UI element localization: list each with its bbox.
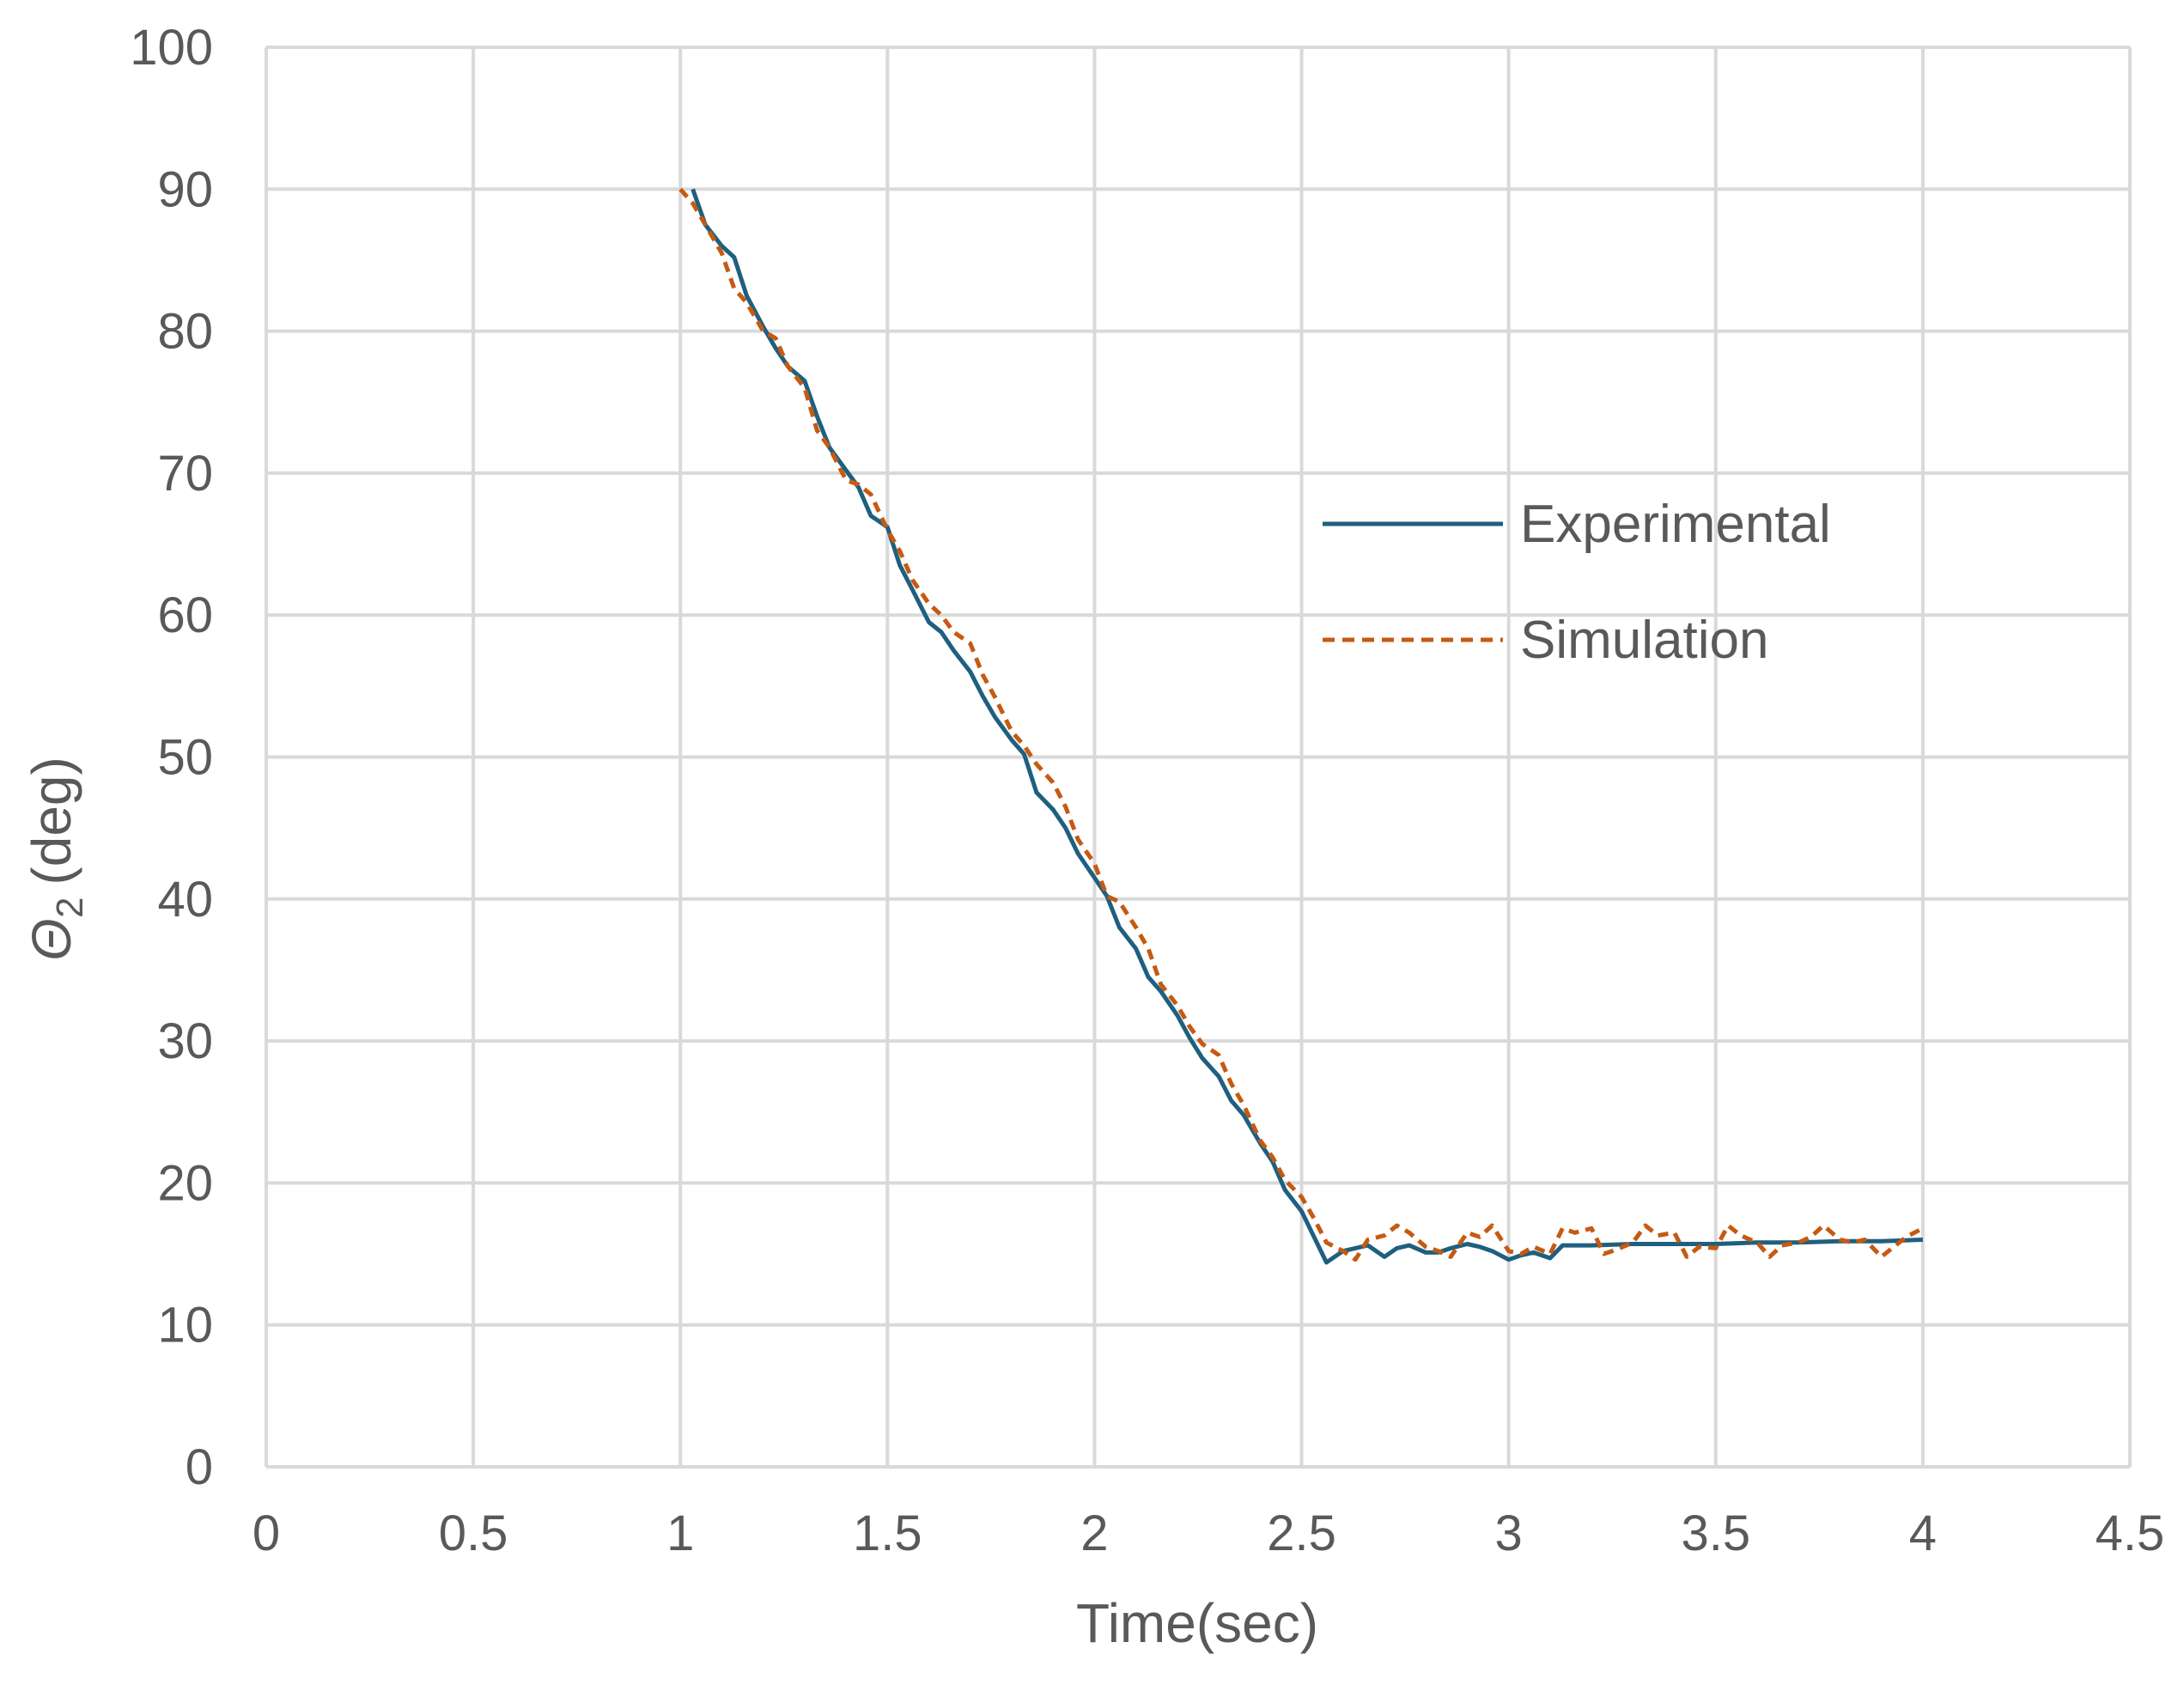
y-tick-label: 0 xyxy=(186,1439,213,1495)
x-tick-label: 3 xyxy=(1495,1505,1523,1561)
y-axis-unit: (deg) xyxy=(21,757,82,885)
legend-item-simulation: Simulation xyxy=(1323,611,1768,670)
legend-label-simulation: Simulation xyxy=(1520,611,1768,670)
x-tick-label: 4.5 xyxy=(2096,1505,2165,1561)
y-tick-label: 60 xyxy=(157,587,213,643)
x-tick-label: 1.5 xyxy=(853,1505,922,1561)
y-tick-label: 100 xyxy=(130,20,213,76)
y-tick-label: 10 xyxy=(157,1298,213,1353)
y-tick-label: 30 xyxy=(157,1013,213,1069)
grid xyxy=(265,46,2132,1469)
x-tick-label: 0.5 xyxy=(439,1505,508,1561)
x-axis-title: Time(sec) xyxy=(1076,1592,1318,1654)
y-tick-label: 40 xyxy=(157,872,213,928)
tick-labels: 0 10 20 30 40 50 60 70 80 90 100 0 0.5 1 1.5 2 2.5 3 3.5 4 4… xyxy=(130,20,2164,1561)
legend: Experimental Simulation xyxy=(1323,495,1831,670)
series-layer xyxy=(678,187,1925,1265)
y-axis-subscript: 2 xyxy=(49,897,91,918)
x-tick-label: 1 xyxy=(666,1505,694,1561)
x-tick-label: 2 xyxy=(1080,1505,1108,1561)
legend-label-experimental: Experimental xyxy=(1520,495,1831,554)
x-tick-label: 3.5 xyxy=(1681,1505,1750,1561)
series-line-simulation xyxy=(678,187,1925,1262)
legend-item-experimental: Experimental xyxy=(1323,495,1831,554)
y-tick-label: 50 xyxy=(157,730,213,786)
y-axis-title: Θ2 (deg) xyxy=(21,757,91,961)
x-tick-label: 2.5 xyxy=(1267,1505,1336,1561)
x-tick-label: 0 xyxy=(252,1505,280,1561)
x-tick-label: 4 xyxy=(1909,1505,1937,1561)
y-tick-label: 70 xyxy=(157,446,213,502)
y-tick-label: 20 xyxy=(157,1155,213,1211)
y-tick-label: 90 xyxy=(157,161,213,217)
y-axis-symbol: Θ xyxy=(21,918,82,961)
y-tick-label: 80 xyxy=(157,304,213,360)
